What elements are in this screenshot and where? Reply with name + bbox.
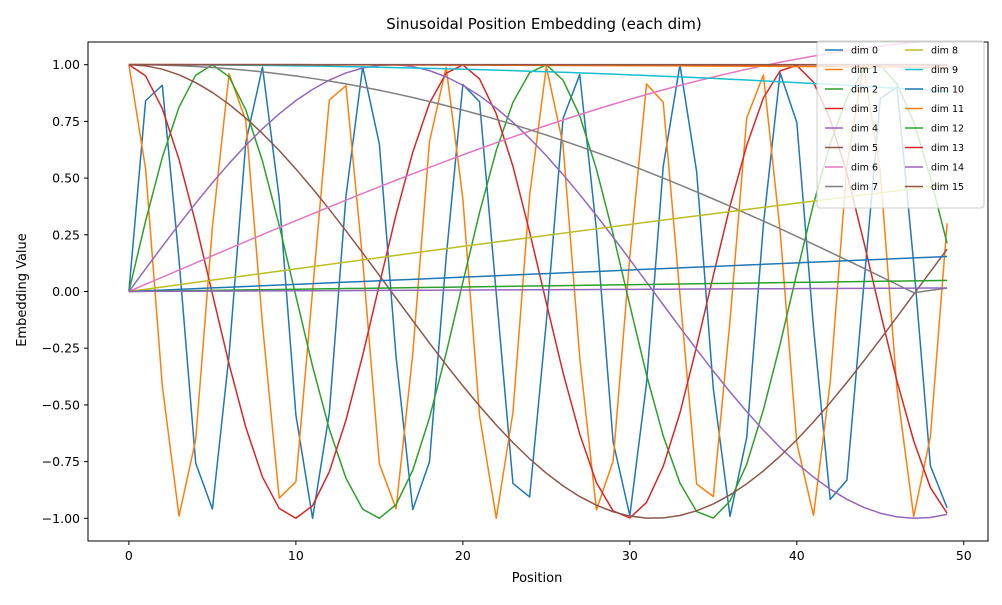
legend-label-dim-15: dim 15 xyxy=(931,182,964,193)
y-tick-label: −0.25 xyxy=(42,341,80,356)
chart-title: Sinusoidal Position Embedding (each dim) xyxy=(386,15,701,33)
x-tick-label: 40 xyxy=(789,548,805,563)
x-tick-label: 30 xyxy=(622,548,638,563)
legend-label-dim-11: dim 11 xyxy=(931,104,964,115)
x-tick-label: 20 xyxy=(455,548,471,563)
y-tick-label: 0.25 xyxy=(52,227,80,242)
x-tick-label: 50 xyxy=(956,548,972,563)
y-tick-label: 1.00 xyxy=(52,57,80,72)
legend-label-dim-8: dim 8 xyxy=(931,46,958,57)
x-tick-label: 10 xyxy=(288,548,304,563)
legend-label-dim-7: dim 7 xyxy=(851,182,878,193)
legend-label-dim-2: dim 2 xyxy=(851,85,878,96)
x-tick-label: 0 xyxy=(125,548,133,563)
x-axis-label: Position xyxy=(512,571,563,586)
legend-label-dim-9: dim 9 xyxy=(931,65,958,76)
legend-label-dim-12: dim 12 xyxy=(931,124,964,135)
legend-label-dim-14: dim 14 xyxy=(931,163,964,174)
y-axis-label: Embedding Value xyxy=(15,233,30,347)
legend-label-dim-10: dim 10 xyxy=(931,85,964,96)
legend-label-dim-3: dim 3 xyxy=(851,104,878,115)
y-tick-label: −0.75 xyxy=(42,454,80,469)
y-tick-label: 0.50 xyxy=(52,171,80,186)
y-tick-label: 0.00 xyxy=(52,284,80,299)
legend-label-dim-6: dim 6 xyxy=(851,163,878,174)
legend-label-dim-4: dim 4 xyxy=(851,124,878,135)
legend-label-dim-0: dim 0 xyxy=(851,46,878,57)
y-tick-label: 0.75 xyxy=(52,114,80,129)
legend-label-dim-5: dim 5 xyxy=(851,143,878,154)
legend: dim 0 dim 1 dim 2 dim 3 dim 4 dim 5 dim 6 dim 7… xyxy=(817,41,984,208)
legend-label-dim-13: dim 13 xyxy=(931,143,964,154)
y-tick-label: −0.50 xyxy=(42,397,80,412)
y-tick-label: −1.00 xyxy=(42,511,80,526)
legend-label-dim-1: dim 1 xyxy=(851,65,878,76)
